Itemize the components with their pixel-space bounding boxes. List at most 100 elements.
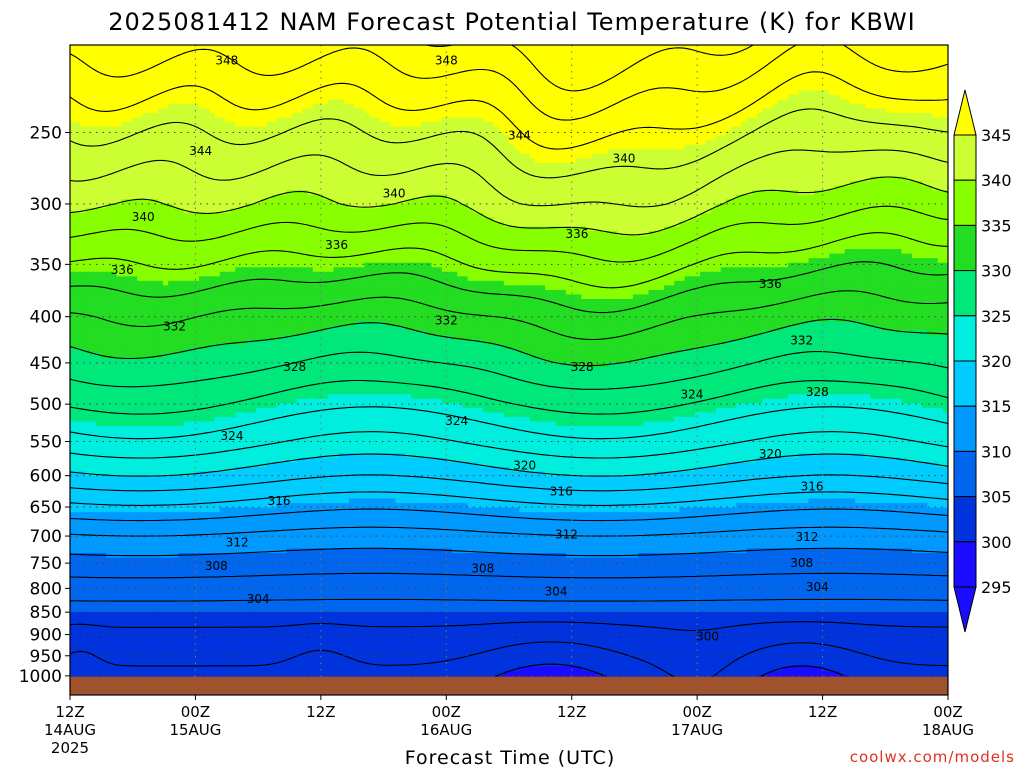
heat-cell <box>689 85 696 91</box>
heat-cell <box>529 103 536 110</box>
heat-cell <box>359 144 365 150</box>
heat-cell <box>514 85 520 91</box>
heat-cell <box>126 85 133 91</box>
heat-cell <box>762 149 768 155</box>
heat-cell <box>524 63 531 69</box>
heat-cell <box>798 108 804 114</box>
heat-cell <box>235 135 242 141</box>
heat-cell <box>333 76 340 82</box>
heat-cell <box>581 85 588 91</box>
heat-cell <box>891 158 897 164</box>
heat-cell <box>379 153 386 159</box>
heat-cell <box>328 167 334 173</box>
heat-cell <box>364 149 371 155</box>
heat-cell <box>720 126 727 132</box>
heat-cell <box>844 72 851 78</box>
heat-cell <box>472 90 479 96</box>
heat-cell <box>354 172 360 178</box>
heat-cell <box>162 81 169 87</box>
heat-cell <box>152 113 159 119</box>
heat-cell <box>622 49 629 55</box>
heat-cell <box>643 149 650 155</box>
heat-cell <box>550 99 557 105</box>
heat-cell <box>416 90 422 96</box>
heat-cell <box>224 90 231 96</box>
heat-cell <box>261 122 267 128</box>
heat-cell <box>240 126 247 132</box>
heat-cell <box>431 76 438 82</box>
heat-cell <box>586 67 593 73</box>
heat-cell <box>689 99 696 105</box>
heat-cell <box>354 122 360 128</box>
heat-cell <box>756 94 763 101</box>
heat-cell <box>891 172 897 178</box>
heat-cell <box>90 140 97 146</box>
heat-cell <box>343 103 350 110</box>
heat-cell <box>591 49 598 55</box>
heat-cell <box>813 122 820 128</box>
heat-cell <box>782 72 789 78</box>
heat-cell <box>467 54 474 60</box>
heat-cell <box>818 54 825 60</box>
heat-cell <box>922 45 928 51</box>
heat-cell <box>147 117 154 123</box>
heat-cell <box>142 113 149 119</box>
heat-cell <box>204 58 211 64</box>
heat-cell <box>803 122 810 128</box>
heat-cell <box>705 94 712 101</box>
heat-cell <box>250 113 257 119</box>
heat-cell <box>142 94 149 101</box>
heat-cell <box>219 45 226 51</box>
heat-cell <box>932 126 939 132</box>
heat-cell <box>715 149 722 155</box>
heat-cell <box>447 108 453 114</box>
heat-cell <box>292 162 298 169</box>
heat-cell <box>772 162 779 169</box>
heat-cell <box>643 117 650 123</box>
heat-cell <box>281 67 288 73</box>
heat-cell <box>503 140 510 146</box>
heat-cell <box>622 158 629 164</box>
heat-cell <box>503 113 510 119</box>
heat-cell <box>617 108 624 114</box>
heat-cell <box>199 72 205 78</box>
heat-cell <box>829 113 835 119</box>
heat-cell <box>152 85 159 91</box>
heat-cell <box>736 99 743 105</box>
heat-cell <box>596 113 603 119</box>
heat-cell <box>942 126 948 132</box>
heat-cell <box>808 135 815 141</box>
heat-cell <box>85 162 92 169</box>
heat-cell <box>803 162 810 169</box>
heat-cell <box>483 149 489 155</box>
heat-cell <box>126 172 133 178</box>
heat-cell <box>333 172 340 178</box>
heat-cell <box>679 67 686 73</box>
heat-cell <box>199 54 205 60</box>
heat-cell <box>689 72 696 78</box>
heat-cell <box>405 122 412 128</box>
heat-cell <box>824 153 830 159</box>
heat-cell <box>601 81 608 87</box>
heat-cell <box>245 144 252 150</box>
heat-cell <box>741 103 748 110</box>
heat-cell <box>317 144 324 150</box>
heat-cell <box>271 85 278 91</box>
heat-cell <box>312 176 319 182</box>
heat-cell <box>462 172 469 178</box>
heat-cell <box>374 131 381 137</box>
heat-cell <box>240 63 247 69</box>
heat-cell <box>555 131 562 137</box>
heat-cell <box>731 67 737 73</box>
heat-cell <box>777 49 784 55</box>
heat-cell <box>705 153 712 159</box>
heat-cell <box>839 126 846 132</box>
heat-cell <box>276 158 283 164</box>
heat-cell <box>472 72 479 78</box>
heat-cell <box>431 81 438 87</box>
heat-cell <box>679 135 686 141</box>
heat-cell <box>586 49 593 55</box>
heat-cell <box>302 172 309 178</box>
heat-cell <box>379 167 386 173</box>
heat-cell <box>906 99 913 105</box>
